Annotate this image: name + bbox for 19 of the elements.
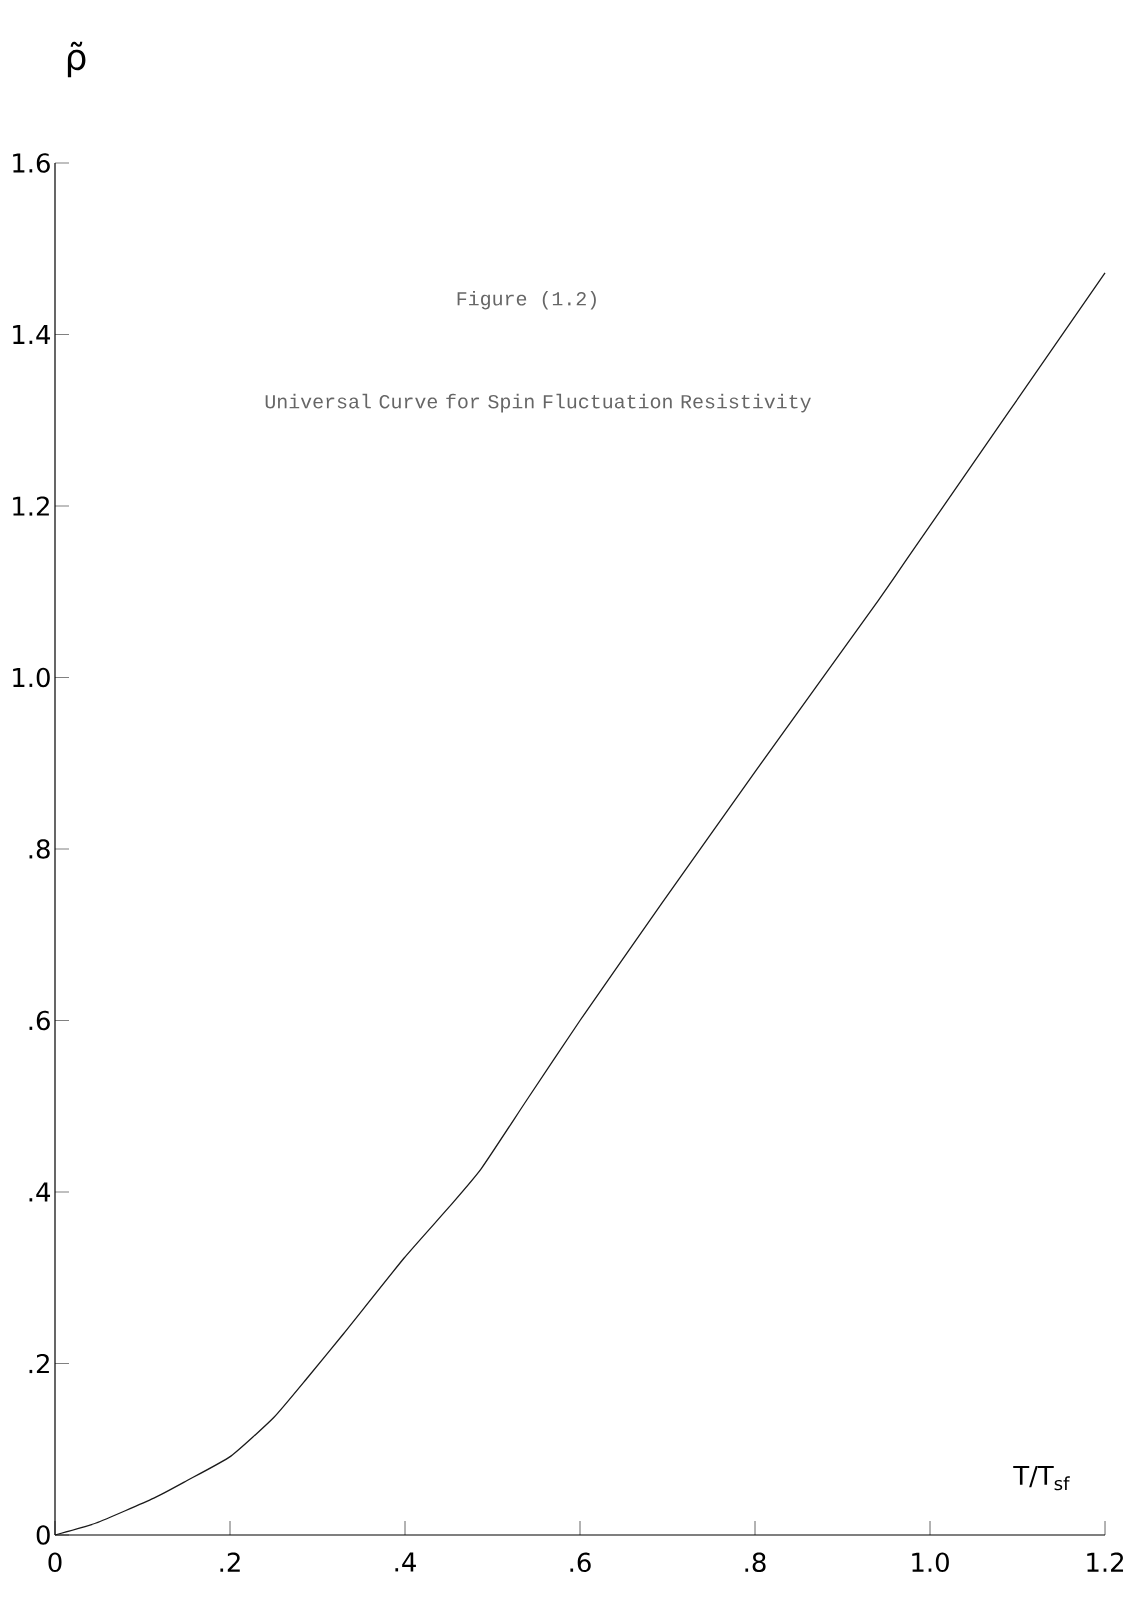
y-tick-label: .8 bbox=[29, 839, 50, 859]
y-axis-title: ρ̃ bbox=[67, 41, 86, 78]
x-tick-label: .2 bbox=[220, 1552, 240, 1572]
text: Universal Curve for Spin Fluctuation Resistivity bbox=[265, 393, 811, 413]
y-tick-label: 1.0 bbox=[13, 667, 50, 688]
x-axis-title: T/T$_{sf}$ bbox=[1013, 1465, 1070, 1491]
y-tick-label: .6 bbox=[29, 1010, 50, 1031]
y-tick-label: 1.4 bbox=[13, 325, 51, 344]
y-tick-label: .2 bbox=[29, 1353, 49, 1374]
x-tick-label: 1.2 bbox=[1087, 1552, 1124, 1572]
y-tick-label: .4 bbox=[29, 1182, 51, 1202]
y-tick-label: 0 bbox=[36, 1525, 50, 1545]
x-tick-label: .4 bbox=[395, 1552, 416, 1572]
text: Figure (1.2) bbox=[457, 290, 596, 310]
y-tick-label: 1.6 bbox=[13, 153, 50, 173]
x-tick-label: .6 bbox=[570, 1552, 591, 1573]
y-tick-label: 1.2 bbox=[13, 496, 49, 516]
x-tick-label: 1.0 bbox=[912, 1552, 949, 1573]
x-tick-label: .8 bbox=[745, 1552, 766, 1573]
